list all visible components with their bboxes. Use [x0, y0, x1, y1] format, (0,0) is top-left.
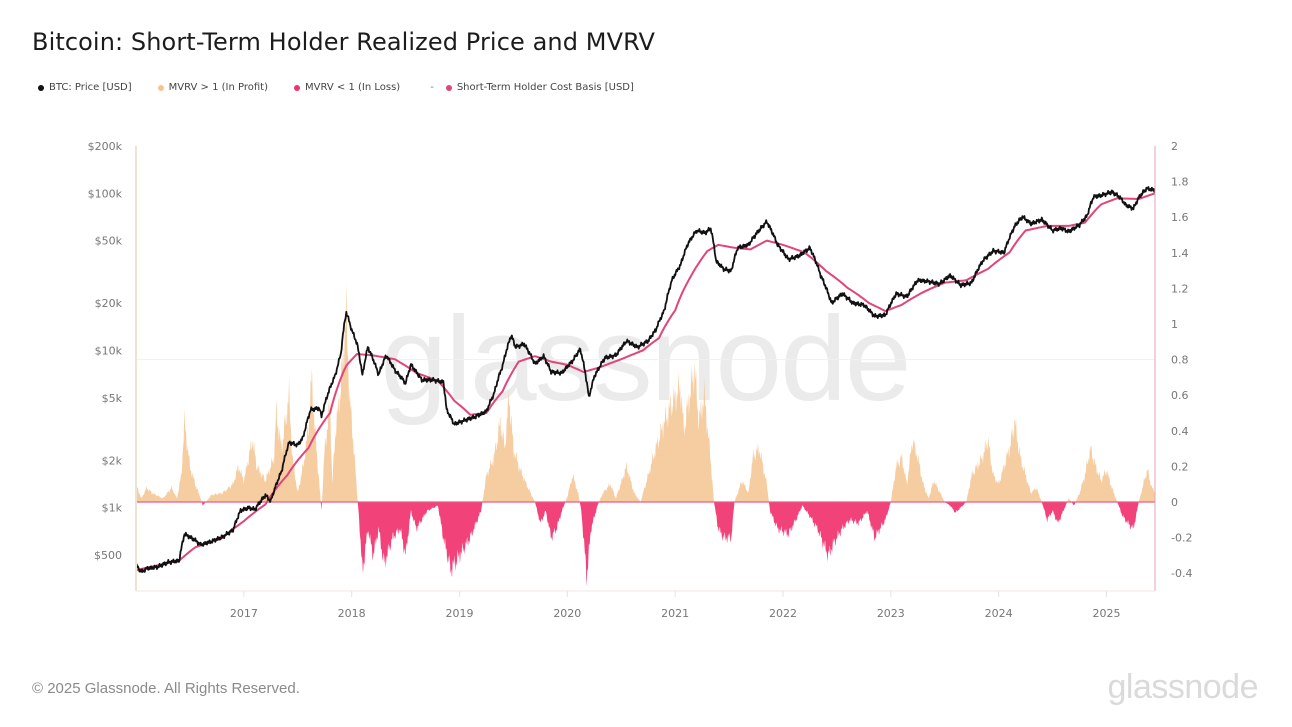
y-left-tick-label: $1k [102, 502, 123, 515]
dot-icon [38, 84, 44, 91]
y-right-tick-label: 1.6 [1171, 211, 1189, 224]
y-right-tick-label: 0.2 [1171, 460, 1189, 473]
x-tick-label: 2025 [1092, 607, 1120, 620]
brand-logo: glassnode [1107, 668, 1258, 706]
y-right-tick-label: 0 [1171, 496, 1178, 509]
legend-item-sth-cost-basis[interactable]: Short-Term Holder Cost Basis [USD] [445, 82, 634, 93]
y-left-tick-label: $100k [88, 187, 123, 200]
y-right-tick-label: 1 [1171, 318, 1178, 331]
btc-price-line [135, 186, 1156, 573]
y-right-tick-label: 0.4 [1171, 425, 1189, 438]
sth-cost-basis-line [135, 192, 1156, 572]
mvrv-profit-area [136, 283, 1155, 502]
y-right-tick-label: -0.4 [1171, 567, 1192, 580]
mvrv-area [136, 283, 1155, 587]
y-left-tick-label: $500 [94, 549, 122, 562]
legend-item-mvrv-loss[interactable]: MVRV < 1 (In Loss) [294, 82, 400, 93]
copyright-text: © 2025 Glassnode. All Rights Reserved. [32, 680, 300, 697]
y-left-tick-label: $50k [95, 235, 123, 248]
watermark: glassnode [380, 292, 909, 426]
y-right-tick-label: 0.6 [1171, 389, 1189, 402]
mvrv-loss-area [136, 502, 1155, 587]
y-left-tick-label: $200k [88, 140, 123, 153]
y-left-tick-label: $2k [102, 454, 123, 467]
y-right-tick-label: -0.2 [1171, 532, 1192, 545]
x-tick-label: 2017 [230, 607, 258, 620]
y-right-tick-label: 1.2 [1171, 282, 1189, 295]
price-lines [135, 186, 1156, 573]
y-right-tick-label: 0.8 [1171, 354, 1189, 367]
axes: $500 $1k $2k $5k $10k $20k $50k $100k $200k -0.4 -… [88, 140, 1193, 620]
x-tick-label: 2024 [985, 607, 1013, 620]
x-tick-label: 2022 [769, 607, 797, 620]
x-tick-label: 2020 [553, 607, 581, 620]
dot-icon [445, 84, 452, 91]
legend-label: MVRV < 1 (In Loss) [305, 82, 401, 93]
y-left-tick-label: $20k [95, 297, 123, 310]
legend: BTC: Price [USD] MVRV > 1 (In Profit) MV… [38, 82, 660, 93]
legend-label: MVRV > 1 (In Profit) [168, 82, 268, 93]
legend-separator: - [430, 82, 434, 93]
legend-item-btc-price[interactable]: BTC: Price [USD] [38, 82, 132, 93]
x-tick-label: 2019 [445, 607, 473, 620]
y-right-tick-label: 2 [1171, 140, 1178, 153]
legend-item-mvrv-profit[interactable]: MVRV > 1 (In Profit) [157, 82, 268, 93]
x-tick-label: 2023 [877, 607, 905, 620]
x-tick-label: 2021 [661, 607, 689, 620]
dot-icon [294, 84, 300, 91]
legend-label: BTC: Price [USD] [49, 82, 132, 93]
dot-icon [157, 84, 164, 91]
y-left-tick-label: $10k [95, 345, 123, 358]
y-left-tick-label: $5k [102, 392, 123, 405]
legend-label: Short-Term Holder Cost Basis [USD] [456, 82, 634, 93]
x-tick-label: 2018 [338, 607, 366, 620]
chart-title: Bitcoin: Short-Term Holder Realized Pric… [32, 28, 656, 56]
y-right-tick-label: 1.8 [1171, 176, 1189, 189]
y-right-tick-label: 1.4 [1171, 247, 1189, 260]
